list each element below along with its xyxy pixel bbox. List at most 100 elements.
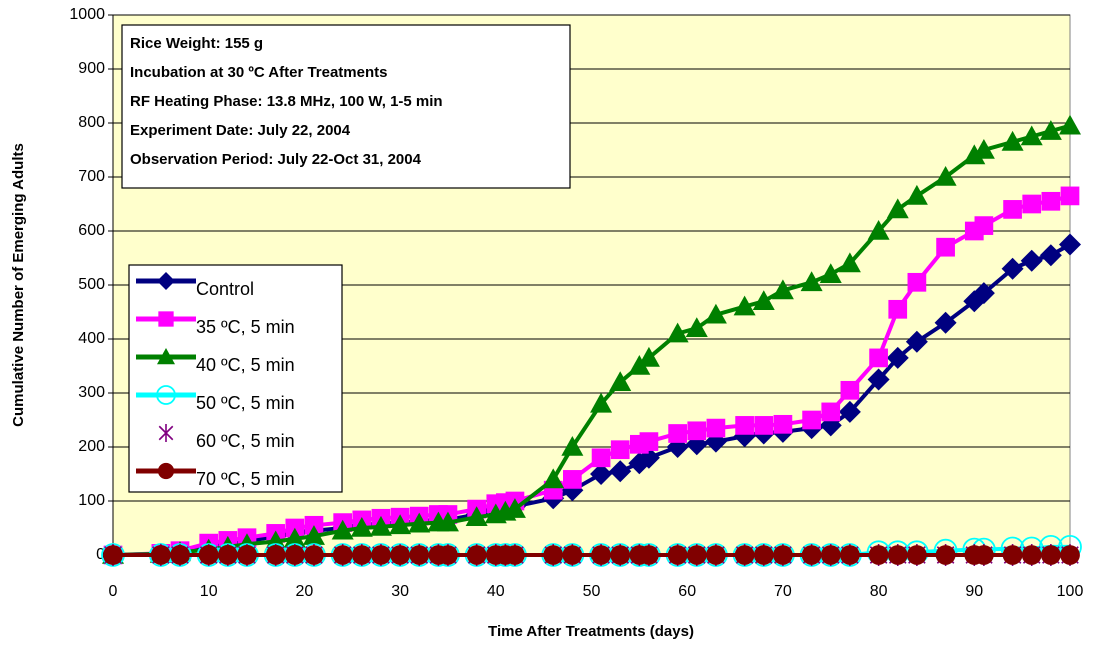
marker [686, 545, 707, 565]
annotation-line: Observation Period: July 22-Oct 31, 2004 [130, 151, 422, 168]
marker [590, 392, 613, 413]
legend-label: 60 ºC, 5 min [196, 431, 295, 451]
marker [906, 545, 927, 565]
marker [753, 545, 774, 565]
marker [103, 545, 123, 565]
marker [610, 440, 630, 460]
marker [371, 545, 391, 565]
marker [867, 220, 890, 240]
marker [706, 545, 726, 565]
y-tick-label: 200 [78, 438, 105, 455]
y-tick-label: 0 [96, 546, 105, 563]
marker [561, 436, 584, 456]
marker [409, 545, 430, 565]
marker [369, 515, 392, 536]
marker [562, 545, 583, 565]
x-tick-label: 80 [870, 583, 888, 600]
marker [639, 545, 659, 565]
series [103, 545, 1080, 565]
marker [438, 545, 458, 565]
marker [1059, 114, 1081, 135]
x-tick-label: 100 [1057, 583, 1084, 600]
legend-label: Control [196, 279, 254, 299]
legend-label: 50 ºC, 5 min [196, 393, 295, 413]
marker [801, 545, 822, 565]
marker [868, 545, 889, 565]
annotation-line: RF Heating Phase: 13.8 MHz, 100 W, 1-5 m… [130, 93, 443, 110]
annotation: Rice Weight: 155 g Incubation at 30 ºC Af… [121, 24, 571, 189]
marker [237, 545, 257, 565]
marker [609, 460, 632, 483]
marker [706, 418, 726, 438]
marker [158, 311, 174, 327]
marker [265, 545, 286, 565]
marker [972, 139, 995, 159]
marker [563, 470, 582, 489]
y-tick-label: 400 [78, 330, 105, 347]
annotation-box [121, 24, 571, 189]
marker [284, 545, 305, 565]
marker [436, 511, 459, 532]
y-tick-label: 300 [78, 384, 105, 401]
marker [1060, 186, 1080, 206]
marker [1001, 257, 1024, 280]
marker [591, 545, 611, 565]
marker [465, 506, 488, 526]
marker [1059, 233, 1081, 256]
marker [1041, 191, 1061, 211]
y-tick-label: 100 [78, 492, 105, 509]
marker [668, 424, 687, 443]
x-tick-label: 0 [109, 583, 118, 600]
marker [1039, 120, 1062, 140]
x-tick-label: 50 [583, 583, 601, 600]
marker [840, 380, 860, 400]
annotation-line: Experiment Date: July 22, 2004 [130, 122, 351, 139]
x-axis-label: Time After Treatments (days) [488, 623, 694, 640]
marker [198, 545, 219, 565]
x-tick-label: 20 [296, 583, 314, 600]
marker [685, 317, 708, 337]
annotation-line: Incubation at 30 ºC After Treatments [130, 64, 387, 81]
x-tick-label: 70 [774, 583, 792, 600]
x-tick-label: 30 [391, 583, 409, 600]
marker [973, 545, 994, 565]
marker [802, 410, 821, 430]
marker [350, 517, 373, 537]
marker [667, 545, 688, 565]
legend-label: 35 ºC, 5 min [196, 317, 295, 337]
marker [304, 545, 324, 565]
marker [869, 348, 888, 368]
y-axis-label: Cumulative Number of Emerging Adults [10, 143, 27, 427]
x-tick-label: 40 [487, 583, 505, 600]
x-tick-label: 90 [965, 583, 983, 600]
marker [466, 545, 487, 565]
marker [888, 299, 908, 319]
y-tick-label: 500 [78, 276, 105, 293]
marker [156, 385, 176, 405]
y-tick-label: 700 [78, 168, 105, 185]
marker [283, 527, 306, 548]
marker [158, 424, 174, 442]
marker [838, 400, 861, 423]
marker [157, 272, 175, 290]
marker [905, 184, 928, 205]
marker [752, 290, 775, 310]
marker [157, 348, 175, 365]
marker [1002, 545, 1023, 565]
marker [1022, 194, 1042, 214]
marker [1039, 244, 1062, 267]
marker [934, 311, 957, 334]
marker [867, 368, 890, 391]
marker [610, 545, 631, 565]
annotation-line: Rice Weight: 155 g [130, 35, 263, 52]
marker [590, 463, 613, 485]
marker [157, 462, 175, 480]
marker [934, 166, 957, 186]
marker [637, 346, 660, 367]
marker [1001, 130, 1024, 151]
marker [819, 263, 842, 283]
marker [838, 252, 861, 273]
marker [887, 545, 908, 565]
marker [974, 216, 994, 235]
marker [351, 545, 372, 565]
